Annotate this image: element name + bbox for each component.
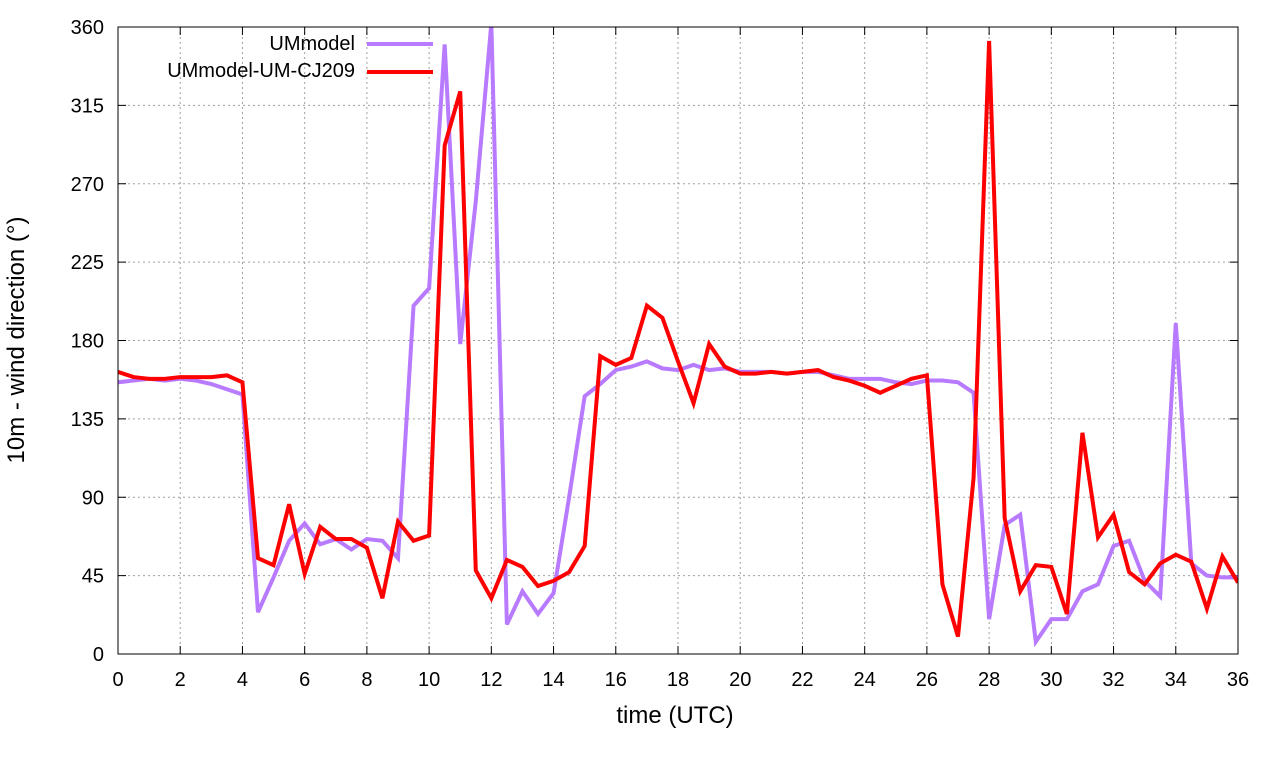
legend-label-ummodel: UMmodel bbox=[269, 33, 355, 55]
x-tick-label: 24 bbox=[854, 669, 876, 691]
x-tick-label: 30 bbox=[1040, 669, 1062, 691]
y-tick-label: 135 bbox=[71, 409, 104, 431]
y-tick-label: 90 bbox=[82, 487, 104, 509]
series-line-ummodel-um-cj209 bbox=[118, 40, 1238, 638]
plot-frame bbox=[117, 26, 1239, 655]
x-tick-label: 6 bbox=[299, 669, 310, 691]
y-tick-label: 180 bbox=[71, 331, 104, 353]
series bbox=[118, 27, 1238, 648]
x-tick-label: 22 bbox=[791, 669, 813, 691]
y-tick-label: 0 bbox=[93, 644, 104, 666]
x-tick-label: 36 bbox=[1227, 669, 1249, 691]
x-tick-label: 8 bbox=[361, 669, 372, 691]
y-tick-label: 225 bbox=[71, 252, 104, 274]
x-tick-label: 12 bbox=[480, 669, 502, 691]
legend-label-ummodel-um-cj209: UMmodel-UM-CJ209 bbox=[167, 60, 355, 82]
series-line-ummodel bbox=[118, 27, 1238, 648]
x-tick-label: 16 bbox=[605, 669, 627, 691]
ticks: 0 2 4 6 8 10 12 14 16 18 20 22 24 26 28 30 32 34 360459013… bbox=[71, 17, 1250, 691]
x-tick-label: 26 bbox=[916, 669, 938, 691]
x-tick-label: 28 bbox=[978, 669, 1000, 691]
x-tick-label: 10 bbox=[418, 669, 440, 691]
y-tick-label: 360 bbox=[71, 17, 104, 39]
x-axis-label: time (UTC) bbox=[616, 702, 733, 729]
y-axis-label: 10m - wind direction (°) bbox=[3, 216, 30, 463]
y-tick-label: 45 bbox=[82, 566, 104, 588]
x-tick-label: 2 bbox=[175, 669, 186, 691]
x-tick-label: 20 bbox=[729, 669, 751, 691]
grid bbox=[118, 27, 1238, 654]
x-tick-label: 32 bbox=[1102, 669, 1124, 691]
y-tick-label: 270 bbox=[71, 174, 104, 196]
legend: UMmodel UMmodel-UM-CJ209 bbox=[167, 33, 433, 82]
x-tick-label: 34 bbox=[1165, 669, 1187, 691]
x-tick-label: 0 bbox=[112, 669, 123, 691]
y-tick-label: 315 bbox=[71, 95, 104, 117]
x-tick-label: 14 bbox=[542, 669, 564, 691]
x-tick-label: 4 bbox=[237, 669, 248, 691]
x-tick-label: 18 bbox=[667, 669, 689, 691]
